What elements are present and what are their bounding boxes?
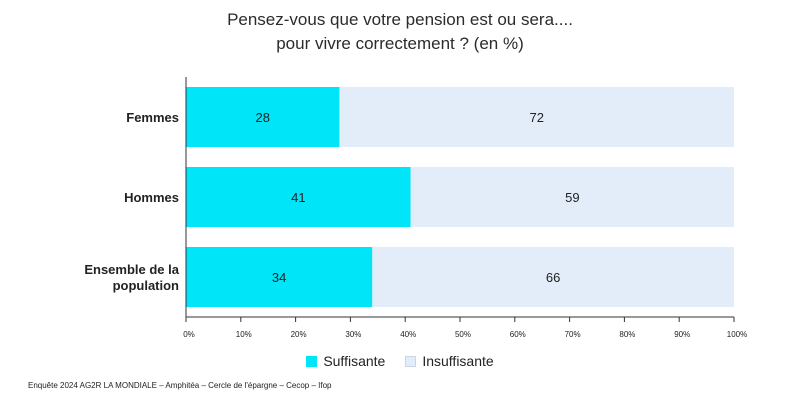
- source-note: Enquête 2024 AG2R LA MONDIALE – Amphitéa…: [28, 381, 332, 390]
- data-label-insuffisante-2: 66: [546, 270, 560, 285]
- category-label-2-line-0: Ensemble de la: [84, 262, 179, 277]
- legend-label-suffisante: Suffisante: [323, 353, 386, 369]
- data-label-insuffisante-1: 59: [565, 190, 579, 205]
- x-tick-label-1: 10%: [236, 330, 252, 339]
- bar-suffisante-1: [186, 167, 411, 227]
- legend-label-insuffisante: Insuffisante: [422, 353, 494, 369]
- data-label-suffisante-1: 41: [291, 190, 305, 205]
- category-label-1: Hommes: [124, 190, 179, 205]
- chart-title-line-2: pour vivre correctement ? (en %): [276, 34, 524, 53]
- legend-item-insuffisante: Insuffisante: [405, 353, 494, 369]
- bar-suffisante-2: [186, 247, 373, 307]
- chart-title: Pensez-vous que votre pension est ou ser…: [0, 8, 800, 56]
- data-label-insuffisante-0: 72: [529, 110, 543, 125]
- chart-title-line-1: Pensez-vous que votre pension est ou ser…: [227, 10, 573, 29]
- x-tick-label-6: 60%: [510, 330, 526, 339]
- chart-legend: Suffisante Insuffisante: [0, 353, 800, 369]
- x-tick-label-5: 50%: [455, 330, 471, 339]
- x-tick-label-7: 70%: [565, 330, 581, 339]
- x-tick-label-4: 40%: [400, 330, 416, 339]
- x-tick-label-0: 0%: [183, 330, 195, 339]
- bar-insuffisante-0: [339, 87, 734, 147]
- category-label-2-line-1: population: [113, 278, 179, 293]
- bar-insuffisante-2: [372, 247, 734, 307]
- legend-item-suffisante: Suffisante: [306, 353, 385, 369]
- x-tick-label-10: 100%: [727, 330, 747, 339]
- bar-suffisante-0: [186, 87, 340, 147]
- legend-swatch-insuffisante: [405, 355, 417, 367]
- x-tick-label-2: 20%: [291, 330, 307, 339]
- legend-swatch-suffisante: [306, 355, 318, 367]
- x-tick-label-8: 80%: [619, 330, 635, 339]
- x-tick-label-3: 30%: [345, 330, 361, 339]
- data-label-suffisante-2: 34: [272, 270, 286, 285]
- x-tick-label-9: 90%: [674, 330, 690, 339]
- category-label-0: Femmes: [126, 110, 179, 125]
- data-label-suffisante-0: 28: [255, 110, 269, 125]
- bar-insuffisante-1: [410, 167, 734, 227]
